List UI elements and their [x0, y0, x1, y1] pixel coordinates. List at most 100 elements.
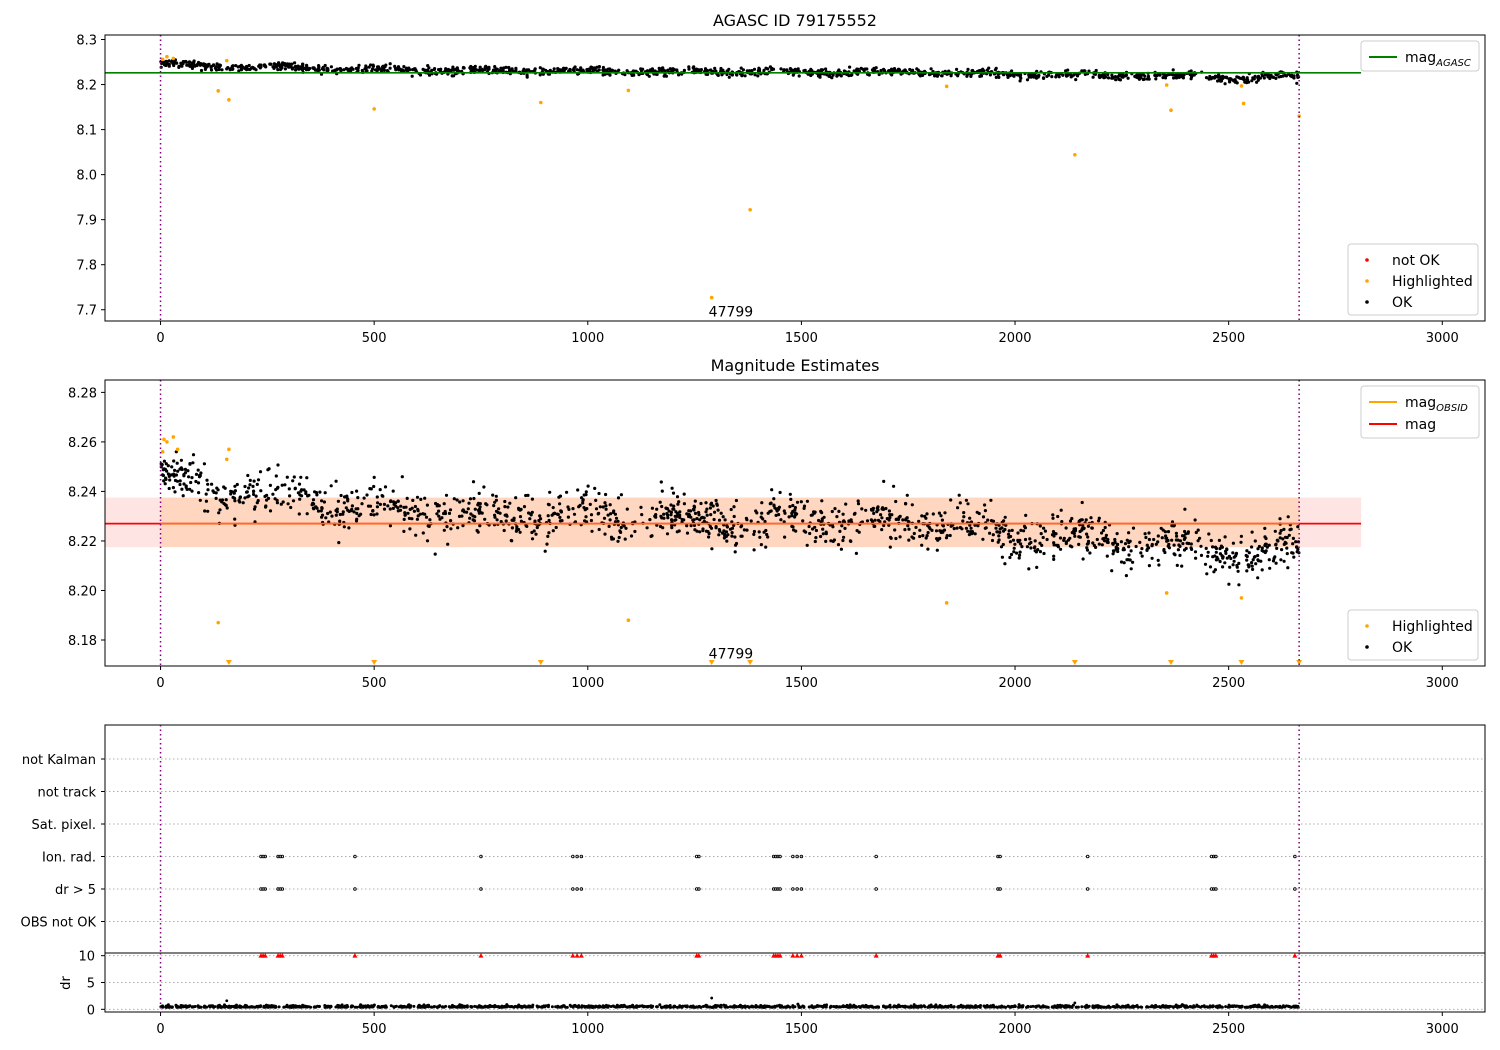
ok-point — [1196, 539, 1200, 543]
ok-point — [595, 69, 600, 73]
ok-point — [735, 73, 739, 77]
ok-point — [503, 499, 507, 504]
ok-point — [171, 61, 175, 66]
observation-annotation: 47799 — [709, 304, 754, 320]
ok-point — [897, 69, 901, 73]
dr-point — [811, 1005, 815, 1009]
dr-point — [949, 1005, 953, 1009]
ok-point — [584, 515, 588, 519]
ok-point — [550, 513, 554, 517]
ok-point — [964, 498, 969, 502]
ok-point — [608, 503, 612, 507]
ok-point — [1125, 538, 1129, 542]
ok-point — [579, 66, 583, 70]
dr-point — [401, 1005, 405, 1009]
ok-point — [376, 67, 380, 71]
dr-point — [161, 1005, 165, 1009]
ok-point — [547, 531, 551, 535]
dr-point — [477, 1004, 481, 1008]
ok-point — [870, 68, 875, 72]
flag-event-marker — [280, 887, 285, 891]
ok-point — [675, 495, 680, 499]
ok-point — [400, 68, 404, 72]
ok-point — [1163, 530, 1167, 534]
ok-point — [885, 517, 889, 521]
dr-point — [635, 1005, 639, 1009]
dr-point — [962, 1005, 965, 1009]
x-tick-label: 2500 — [1212, 331, 1245, 346]
ok-point — [757, 66, 761, 70]
ok-point — [672, 504, 676, 508]
ok-point — [314, 491, 319, 495]
ok-point — [1228, 565, 1232, 569]
highlighted-point — [748, 207, 752, 212]
ok-point — [996, 72, 1000, 77]
dr-point — [933, 1004, 937, 1008]
ok-point — [1220, 77, 1224, 81]
ok-point — [526, 493, 530, 497]
ok-point — [1217, 78, 1221, 82]
dr-point — [1029, 1005, 1033, 1009]
dr-point — [1135, 1004, 1139, 1008]
ok-point — [604, 492, 608, 497]
ok-point — [1174, 76, 1178, 80]
ok-point — [1287, 533, 1291, 537]
flag-event-marker — [261, 854, 265, 859]
ok-point — [1019, 528, 1023, 533]
ok-point — [247, 486, 251, 490]
dr-y-tick-label: 0 — [87, 1003, 95, 1018]
ok-point — [730, 531, 734, 535]
ok-point — [768, 65, 773, 69]
offscale-marker — [1071, 660, 1078, 665]
ok-point — [497, 507, 501, 511]
dr-clipped-marker — [1085, 953, 1091, 958]
ok-point — [522, 67, 526, 71]
ok-point — [778, 490, 782, 495]
ok-point — [966, 502, 970, 506]
ok-point — [293, 486, 297, 490]
ok-point — [752, 67, 757, 71]
ok-point — [994, 526, 998, 530]
ok-point — [460, 514, 464, 518]
ok-point — [614, 516, 619, 520]
ok-point — [1196, 528, 1200, 532]
ok-point — [1050, 75, 1054, 79]
ok-point — [505, 514, 509, 518]
ok-point — [356, 68, 360, 73]
ok-point — [666, 68, 670, 72]
ok-point — [202, 462, 206, 466]
dr-clipped-marker — [790, 953, 796, 958]
dr-point — [611, 1004, 615, 1008]
dr-point — [170, 1005, 174, 1009]
ok-point — [809, 67, 813, 71]
ok-point — [551, 506, 555, 510]
legend-marker-swatch — [1365, 624, 1369, 628]
dr-point — [372, 1004, 375, 1008]
ok-point — [1054, 75, 1058, 79]
ok-point — [423, 512, 427, 516]
ok-point — [925, 512, 929, 516]
ok-point — [1232, 559, 1236, 563]
dr-point — [1026, 1004, 1030, 1008]
ok-point — [739, 525, 743, 529]
ok-point — [246, 495, 250, 499]
ok-point — [802, 504, 807, 508]
ok-point — [940, 74, 944, 78]
ok-point — [777, 513, 781, 517]
dr-point — [802, 1005, 806, 1009]
highlighted-point — [626, 618, 631, 622]
ok-point — [291, 479, 295, 483]
ok-point — [1180, 75, 1184, 79]
ok-point — [265, 498, 269, 502]
ok-point — [552, 67, 556, 71]
highlighted-point — [216, 620, 221, 625]
ok-point — [1128, 539, 1132, 543]
ok-point — [924, 516, 928, 520]
ok-point — [1183, 536, 1187, 540]
ok-point — [704, 510, 708, 514]
chart-title: Magnitude Estimates — [711, 356, 880, 375]
ok-point — [744, 516, 749, 520]
ok-point — [990, 538, 995, 543]
ok-point — [728, 527, 733, 531]
